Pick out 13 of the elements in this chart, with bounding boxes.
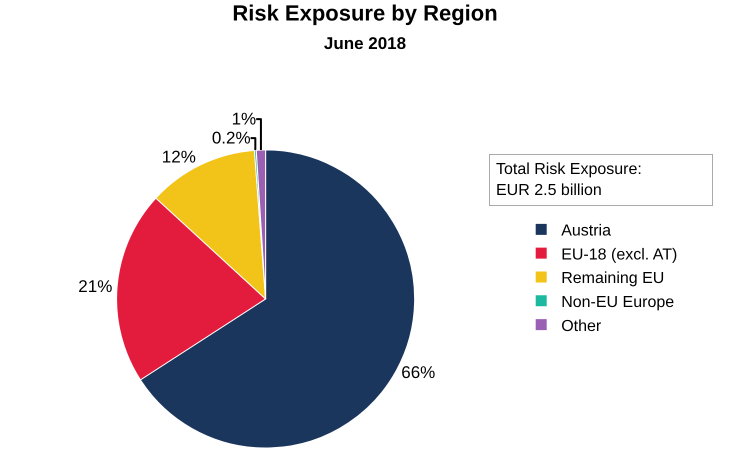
- chart-subtitle: June 2018: [324, 34, 406, 54]
- legend-label: Other: [561, 318, 602, 335]
- data-label: 0.2%: [212, 128, 251, 148]
- chart-title: Risk Exposure by Region: [232, 0, 498, 26]
- legend-label: Austria: [561, 222, 612, 240]
- data-label: 66%: [401, 362, 436, 382]
- legend-label: EU-18 (excl. AT): [561, 246, 678, 264]
- data-label: 12%: [162, 148, 196, 167]
- legend-label: Non-EU Europe: [561, 294, 674, 312]
- data-label: 21%: [78, 276, 112, 296]
- text: Total Risk Exposure: EUR 2.5 billion: [496, 161, 642, 199]
- data-label: 1%: [232, 110, 256, 129]
- legend-label: Remaining EU: [561, 270, 664, 288]
